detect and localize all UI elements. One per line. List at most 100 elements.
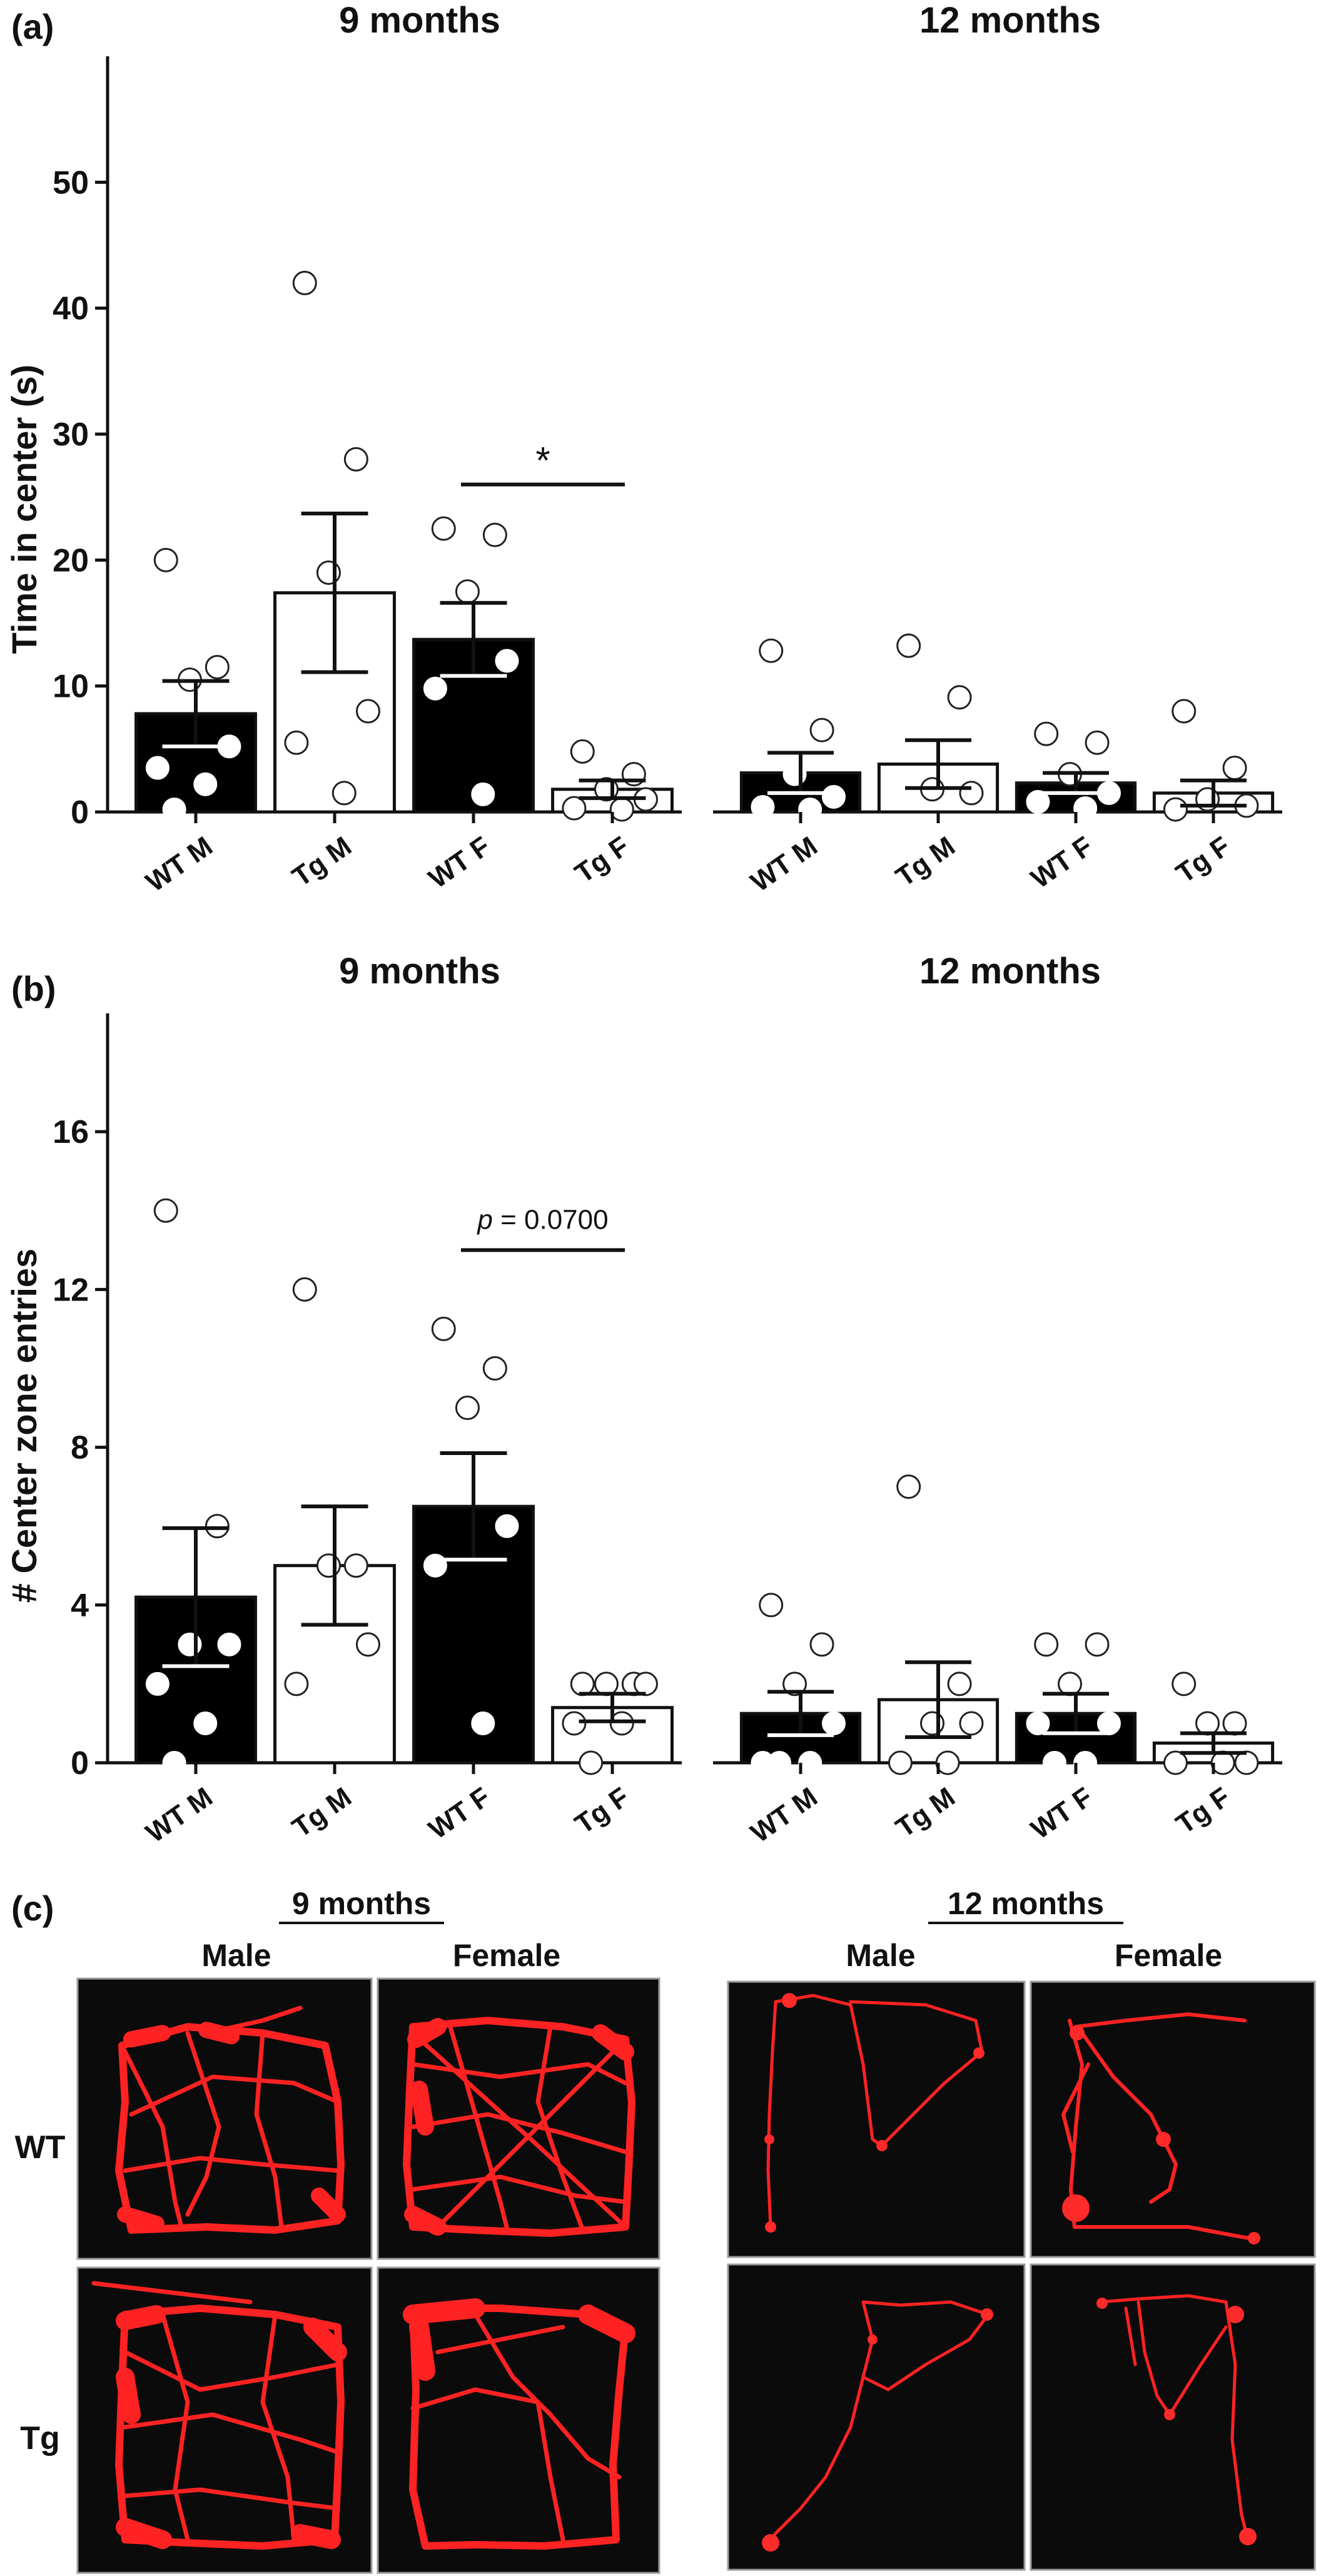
x-tick-label: Tg M [891,1782,961,1843]
data-point [570,739,595,764]
data-point [431,516,456,541]
x-tick-label: WT M [746,831,823,898]
data-point [896,633,921,658]
data-point [821,1711,846,1735]
data-point [482,1356,507,1381]
chart-panel-b: 0 4 8 12 16 # Center zone entries 9 months WT M… [4,951,1282,1848]
data-point [162,797,186,821]
data-point [782,1671,807,1696]
data-point [633,1671,658,1696]
data-point [332,781,357,806]
data-point [1222,756,1247,781]
data-point [594,1671,619,1696]
trace-9m-female-wt [403,2017,635,2237]
y-tick-label: 50 [53,165,89,201]
p-symbol: p [476,1204,492,1235]
significance-marker: * [535,440,550,482]
y-tick-label: 10 [53,669,89,705]
data-point [292,270,317,295]
group-title: 9 months [339,951,500,991]
data-point [1073,796,1098,820]
data-point [153,547,178,572]
x-tick-label: Tg F [1171,1782,1236,1840]
x-tick-label: WT F [423,1782,496,1845]
data-point [455,1396,480,1421]
y-tick-label: 8 [71,1430,89,1466]
data-point [1085,1632,1110,1657]
data-point [455,579,480,604]
data-point [482,522,507,547]
x-tick-label: Tg M [891,831,961,893]
x-tick-label: WT M [141,1782,218,1848]
x-tick-label: WT F [1026,831,1098,895]
group-title: 9 months [339,0,500,41]
data-point [570,1671,595,1696]
data-point [809,718,834,743]
data-point [316,1553,341,1578]
trace-12m-female-tg [1096,2294,1257,2545]
x-tick-label: Tg F [570,1782,635,1840]
y-tick-label: 20 [53,542,89,579]
data-point [217,1632,241,1656]
data-point [935,1750,960,1775]
col-male-12: Male [846,1938,915,1973]
data-point [579,1750,604,1775]
y-tick-label: 0 [71,794,89,831]
data-point [178,1632,202,1656]
col-female-12: Female [1115,1938,1222,1973]
data-point [809,1632,834,1657]
data-point [145,1671,170,1696]
data-point [495,649,519,673]
y-axis-label: Time in center (s) [4,365,44,654]
col-female-9: Female [453,1938,560,1973]
data-point [821,784,846,809]
data-point [609,797,634,822]
x-tick-label: WT M [746,1782,823,1848]
data-point [193,1711,218,1735]
data-point [1034,1632,1059,1657]
trace-9m-male-wt [115,2006,346,2234]
row-tg: Tg [20,2420,60,2457]
panel-b-label: (b) [11,969,56,1008]
x-tick-label: WT F [1026,1782,1098,1845]
data-point [423,1553,447,1578]
data-point [896,1474,921,1499]
data-point [1163,797,1188,822]
panel-a-label: (a) [11,7,54,46]
data-point [1026,789,1050,814]
data-point [1210,1750,1235,1775]
data-point [947,685,972,710]
data-point [343,1553,368,1578]
header-12-months: 12 months [948,1886,1104,1921]
data-point [798,1751,822,1775]
trace-9m-female-tg [403,2298,635,2550]
x-tick-label: Tg F [1171,831,1236,889]
trace-12m-male-wt [764,1993,984,2233]
y-tick-label: 0 [71,1745,89,1782]
data-point [1172,1671,1197,1696]
data-point [205,654,230,679]
data-point [1163,1750,1188,1775]
data-point [423,676,447,701]
data-point [1085,730,1110,755]
row-wt: WT [15,2129,66,2166]
trace-12m-male-tg [762,2300,993,2552]
arena-12m-male-wt [727,1980,1026,2258]
data-point [959,1711,984,1736]
data-point [759,638,784,663]
data-point [162,1751,186,1775]
data-point [316,560,341,585]
data-point [959,781,984,806]
data-point [355,1632,380,1657]
data-point [609,1711,634,1736]
trace-9m-male-tg [91,2281,347,2550]
data-point [759,1593,784,1618]
data-point [205,1514,230,1539]
x-tick-label: Tg M [287,831,357,893]
y-tick-label: 16 [53,1114,89,1150]
x-tick-label: WT M [141,831,218,898]
y-tick-label: 4 [71,1588,89,1624]
data-point [145,756,170,780]
p-value: = 0.0700 [493,1204,609,1235]
